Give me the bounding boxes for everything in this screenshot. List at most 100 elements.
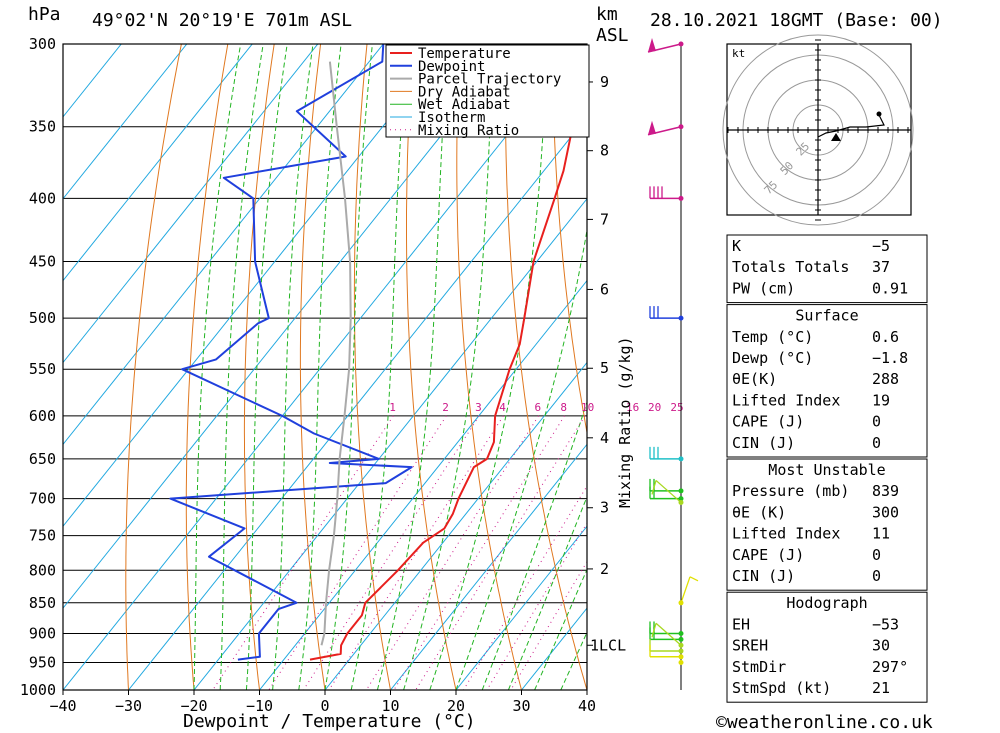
mixing-ratio-line bbox=[463, 485, 587, 690]
most-unstable-title: Most Unstable bbox=[768, 461, 885, 479]
pressure-tick-600: 600 bbox=[29, 407, 56, 425]
km-tick-label: 7 bbox=[600, 210, 609, 228]
hodograph-table-row-label: StmSpd (kt) bbox=[732, 679, 831, 697]
wet-adiabat bbox=[219, 44, 264, 690]
wind-barb bbox=[649, 627, 684, 642]
isotherm bbox=[63, 44, 581, 690]
km-tick-label: 4 bbox=[600, 429, 609, 447]
x-tick-label: 20 bbox=[447, 697, 465, 715]
dry-adiabat bbox=[299, 44, 326, 690]
most-unstable-row-value: 300 bbox=[872, 503, 899, 521]
surface-row-label: Temp (°C) bbox=[732, 328, 813, 346]
wet-adiabat bbox=[507, 495, 587, 690]
x-tick-label: 40 bbox=[578, 697, 596, 715]
mixing-ratio-label: 20 bbox=[648, 401, 661, 414]
mixing-ratio-line bbox=[328, 415, 504, 690]
surface-row-label: CIN (J) bbox=[732, 434, 795, 452]
wet-adiabat bbox=[376, 44, 449, 690]
isotherm bbox=[63, 44, 122, 118]
most-unstable-row-label: Lifted Index bbox=[732, 525, 840, 543]
hodograph-table-row-value: 21 bbox=[872, 679, 890, 697]
hodograph-table-row-value: −53 bbox=[872, 615, 899, 633]
pressure-tick-800: 800 bbox=[29, 561, 56, 579]
x-tick-label: −30 bbox=[115, 697, 142, 715]
legend-label: Dewpoint bbox=[418, 59, 485, 75]
hodograph-table-row-value: 297° bbox=[872, 658, 908, 676]
background-lines bbox=[63, 44, 1000, 690]
indices-row-label: PW (cm) bbox=[732, 279, 795, 297]
dry-adiabat bbox=[353, 44, 391, 690]
most-unstable-row-label: CIN (J) bbox=[732, 567, 795, 585]
pressure-tick-350: 350 bbox=[29, 118, 56, 136]
x-axis-title: Dewpoint / Temperature (°C) bbox=[183, 711, 476, 732]
wind-barb bbox=[649, 639, 684, 654]
most-unstable-row-value: 839 bbox=[872, 482, 899, 500]
pressure-tick-900: 900 bbox=[29, 624, 56, 642]
datetime-label: 28.10.2021 18GMT (Base: 00) bbox=[650, 10, 943, 31]
wind-barb bbox=[649, 446, 684, 462]
isotherm bbox=[63, 44, 253, 282]
hodograph-table-box bbox=[726, 591, 928, 703]
x-tick-label: 30 bbox=[512, 697, 530, 715]
isotherm bbox=[63, 44, 450, 528]
indices-box bbox=[726, 234, 928, 304]
dry-adiabat bbox=[924, 44, 1000, 690]
pressure-tick-850: 850 bbox=[29, 594, 56, 612]
mixing-ratio-label: 3 bbox=[475, 401, 482, 414]
wet-adiabat bbox=[245, 44, 288, 690]
legend-label: Isotherm bbox=[418, 110, 485, 126]
surface-row-value: 19 bbox=[872, 391, 890, 409]
wind-barb bbox=[647, 38, 684, 53]
isotherm bbox=[259, 279, 587, 690]
dry-adiabat bbox=[185, 44, 229, 690]
legend-label: Wet Adiabat bbox=[418, 97, 511, 113]
hodograph-table-title: Hodograph bbox=[786, 594, 867, 612]
indices-tables: K −5 Totals Totals 37 PW (cm) 0.91 Surface Temp… bbox=[726, 234, 928, 703]
dry-adiabat bbox=[971, 44, 1000, 690]
surface-row-label: θE(K) bbox=[732, 370, 777, 388]
hodograph-table-row-label: EH bbox=[732, 615, 750, 633]
wet-adiabat bbox=[403, 44, 495, 690]
x-tick-label: 10 bbox=[381, 697, 399, 715]
series-parcel-trajectory bbox=[320, 61, 352, 646]
indices-row-value: −5 bbox=[872, 237, 890, 255]
axes: 3003504004505005506006507007508008509009… bbox=[20, 35, 626, 715]
wind-barb bbox=[651, 622, 684, 648]
wet-adiabat bbox=[193, 44, 242, 690]
pressure-tick-650: 650 bbox=[29, 450, 56, 468]
asl-unit-label: ASL bbox=[596, 25, 629, 46]
dry-adiabat bbox=[552, 44, 587, 436]
isotherm bbox=[63, 44, 319, 364]
pressure-tick-300: 300 bbox=[29, 35, 56, 53]
series-dewpoint bbox=[169, 44, 413, 661]
wet-adiabat bbox=[455, 227, 587, 690]
isotherm bbox=[324, 361, 587, 690]
pressure-tick-1000: 1000 bbox=[20, 681, 56, 699]
mixing-ratio-label: 16 bbox=[626, 401, 639, 414]
isotherm bbox=[63, 44, 515, 609]
wind-barb bbox=[678, 659, 684, 665]
mixing-ratio-label: 8 bbox=[560, 401, 567, 414]
most-unstable-row-label: θE (K) bbox=[732, 503, 786, 521]
mixing-ratio-line bbox=[486, 522, 587, 690]
hodograph-end-point bbox=[876, 111, 882, 117]
most-unstable-row-label: CAPE (J) bbox=[732, 546, 804, 564]
surface-box bbox=[726, 304, 928, 458]
km-tick-label: 9 bbox=[600, 73, 609, 91]
km-tick-label: 8 bbox=[600, 142, 609, 160]
mixing-ratio-label: 2 bbox=[442, 401, 449, 414]
storm-motion-marker bbox=[831, 133, 841, 141]
copyright: ©weatheronline.co.uk bbox=[716, 712, 933, 733]
pressure-tick-450: 450 bbox=[29, 253, 56, 271]
wet-adiabat bbox=[534, 568, 587, 690]
isotherm bbox=[455, 525, 587, 690]
wind-barb bbox=[649, 186, 684, 201]
pressure-tick-750: 750 bbox=[29, 527, 56, 545]
isotherm bbox=[128, 116, 587, 690]
pressure-unit-label: hPa bbox=[28, 4, 61, 25]
mixing-ratio-labels: 1 2 3 4 6 8 10 16 20 25 bbox=[389, 401, 683, 414]
km-unit-label: km bbox=[596, 4, 618, 25]
km-tick-label: 3 bbox=[600, 499, 609, 517]
mixing-ratio-label: 10 bbox=[581, 401, 594, 414]
